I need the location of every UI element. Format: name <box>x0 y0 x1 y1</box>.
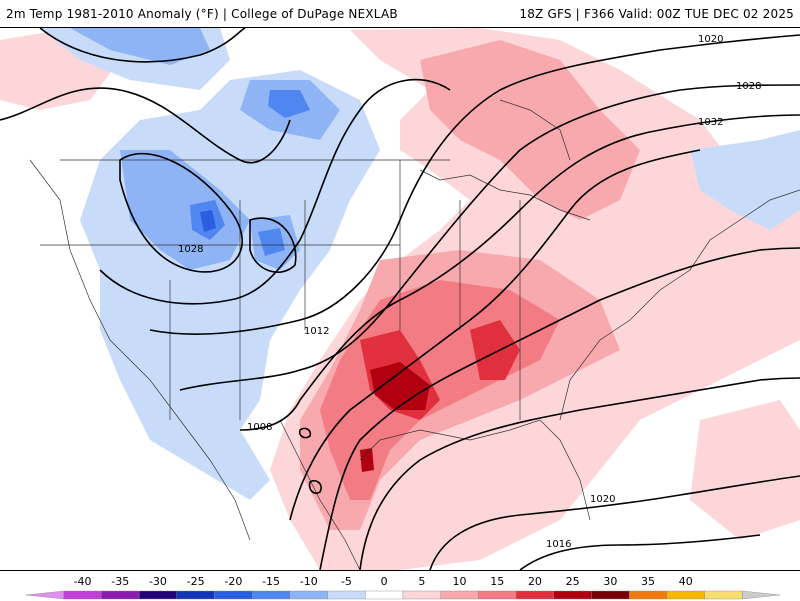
legend-swatch <box>742 590 781 600</box>
map-canvas: 1020 1028 1032 1028 1012 1008 1020 1016 <box>0 28 800 570</box>
legend-tick-label: -25 <box>187 575 205 588</box>
legend-tick-label: 25 <box>566 575 580 588</box>
geographic-boundaries <box>29 99 800 570</box>
isobar-label: 1028 <box>178 244 203 255</box>
isobar-labels: 1020 1028 1032 1028 1012 1008 1020 1016 <box>178 34 761 550</box>
legend-swatch <box>214 590 253 600</box>
legend-tick-label: 35 <box>641 575 655 588</box>
isobar-label: 1012 <box>304 326 329 337</box>
isobar-label: 1020 <box>698 34 723 45</box>
map-header: 2m Temp 1981-2010 Anomaly (°F) | College… <box>0 0 800 28</box>
legend-swatch <box>327 590 366 600</box>
legend-swatch <box>251 590 291 600</box>
legend-tick-label: -20 <box>224 575 242 588</box>
isobar-label: 1028 <box>736 81 761 92</box>
isobar-label: 1008 <box>247 422 272 433</box>
legend-swatch <box>629 590 668 600</box>
legend-swatch <box>515 590 554 600</box>
legend-swatch <box>478 590 517 600</box>
legend-tick-label: 0 <box>381 575 388 588</box>
legend-swatch <box>553 590 592 600</box>
legend-tick-label: -40 <box>74 575 92 588</box>
legend-swatch <box>63 590 102 600</box>
legend-tick-label: -10 <box>300 575 318 588</box>
legend-tick-label: 15 <box>490 575 504 588</box>
legend-swatch <box>591 590 630 600</box>
legend-swatch <box>101 590 140 600</box>
cold-anomaly-peak <box>200 210 216 232</box>
temperature-anomaly-legend: -40 -35 -30 -25 -20 -15 -10 -5 0 5 10 15 20 25 30 35 40 <box>0 570 800 600</box>
legend-tick-label: 5 <box>418 575 425 588</box>
isobar-lines <box>0 28 800 570</box>
legend-tick-label: 40 <box>679 575 693 588</box>
legend-swatch <box>666 590 705 600</box>
map-title: 2m Temp 1981-2010 Anomaly (°F) | College… <box>6 7 398 21</box>
legend-tick-label: -30 <box>149 575 167 588</box>
model-valid-time: 18Z GFS | F366 Valid: 00Z TUE DEC 02 202… <box>519 7 794 21</box>
legend-tick-label: 10 <box>453 575 467 588</box>
legend-canvas: -40 -35 -30 -25 -20 -15 -10 -5 0 5 10 15 20 25 30 35 40 <box>25 575 781 600</box>
legend-swatch <box>25 590 64 600</box>
isobar-label: 1016 <box>546 539 571 550</box>
legend-swatch <box>138 590 178 600</box>
legend-tick-label: -35 <box>111 575 129 588</box>
legend-swatch <box>704 590 743 600</box>
legend-tick-label: 30 <box>603 575 617 588</box>
legend-swatch <box>402 590 441 600</box>
legend-swatch <box>440 590 479 600</box>
isobar-label: 1032 <box>698 117 723 128</box>
legend-swatch <box>289 590 328 600</box>
legend-tick-label: 20 <box>528 575 542 588</box>
legend-tick-label: -15 <box>262 575 280 588</box>
temperature-anomaly-map[interactable]: 1020 1028 1032 1028 1012 1008 1020 1016 <box>0 28 800 570</box>
legend-tick-label: -5 <box>341 575 352 588</box>
warm-anomaly-peak <box>360 362 430 472</box>
legend-swatch <box>365 590 404 600</box>
isobar-label: 1020 <box>590 494 615 505</box>
legend-swatch <box>176 590 215 600</box>
